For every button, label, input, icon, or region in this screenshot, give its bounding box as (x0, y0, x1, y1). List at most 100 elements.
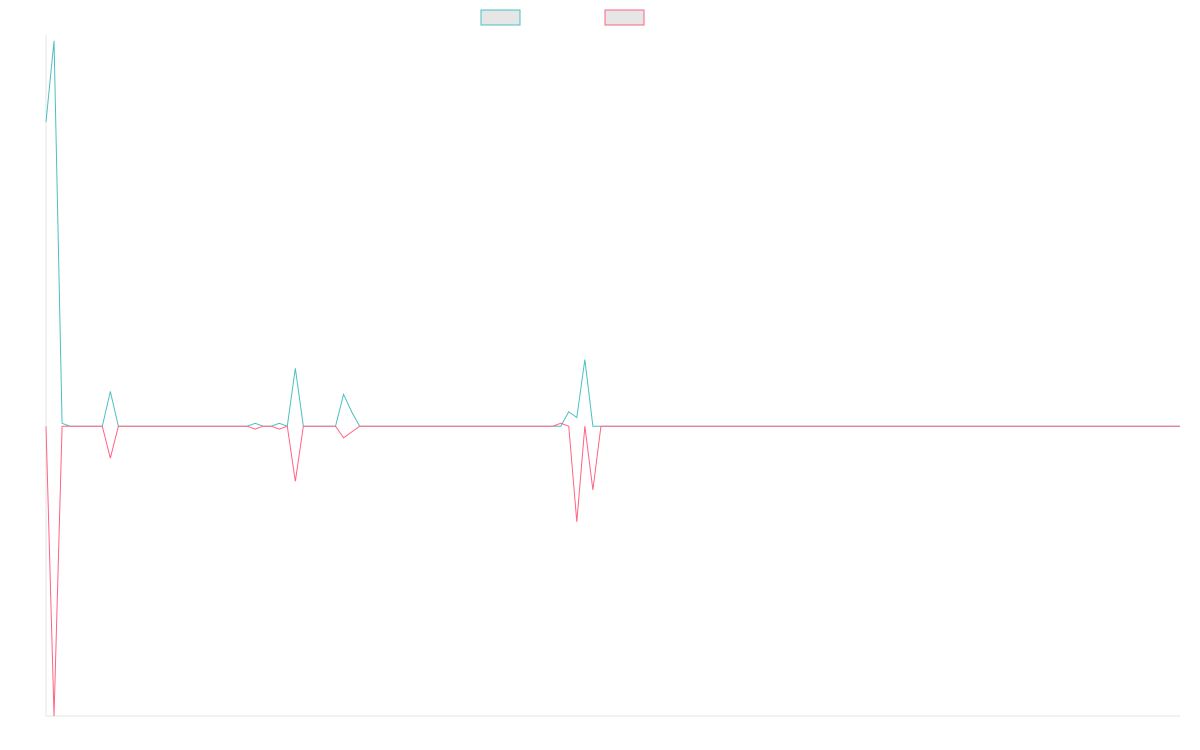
data-point[interactable] (228, 423, 234, 429)
data-point[interactable] (67, 423, 73, 429)
data-point[interactable] (244, 423, 250, 429)
data-point[interactable] (743, 423, 749, 429)
data-point[interactable] (1113, 423, 1119, 429)
data-point[interactable] (518, 423, 524, 429)
data-point[interactable] (349, 429, 355, 435)
data-point[interactable] (91, 423, 97, 429)
data-point[interactable] (115, 423, 121, 429)
data-point[interactable] (212, 423, 218, 429)
data-point[interactable] (236, 423, 242, 429)
data-point[interactable] (694, 423, 700, 429)
data-point[interactable] (670, 423, 676, 429)
data-point[interactable] (1105, 423, 1111, 429)
data-point[interactable] (421, 423, 427, 429)
data-point[interactable] (284, 423, 290, 429)
data-point[interactable] (429, 423, 435, 429)
data-point[interactable] (349, 409, 355, 415)
data-point[interactable] (896, 423, 902, 429)
data-point[interactable] (904, 423, 910, 429)
data-point[interactable] (534, 423, 540, 429)
data-point[interactable] (1153, 423, 1159, 429)
data-point[interactable] (341, 391, 347, 397)
data-point[interactable] (341, 435, 347, 441)
data-point[interactable] (437, 423, 443, 429)
data-point[interactable] (276, 426, 282, 432)
data-point[interactable] (783, 423, 789, 429)
data-point[interactable] (180, 423, 186, 429)
data-point[interactable] (839, 423, 845, 429)
data-point[interactable] (292, 365, 298, 371)
data-point[interactable] (389, 423, 395, 429)
data-point[interactable] (630, 423, 636, 429)
data-point[interactable] (558, 420, 564, 426)
data-point[interactable] (1129, 423, 1135, 429)
data-point[interactable] (1080, 423, 1086, 429)
data-point[interactable] (526, 423, 532, 429)
data-point[interactable] (662, 423, 668, 429)
data-point[interactable] (397, 423, 403, 429)
data-point[interactable] (59, 423, 65, 429)
data-point[interactable] (952, 423, 958, 429)
data-point[interactable] (976, 423, 982, 429)
data-point[interactable] (767, 423, 773, 429)
data-point[interactable] (702, 423, 708, 429)
data-point[interactable] (1177, 423, 1183, 429)
data-point[interactable] (711, 423, 717, 429)
data-point[interactable] (405, 423, 411, 429)
data-point[interactable] (968, 423, 974, 429)
data-point[interactable] (413, 423, 419, 429)
data-point[interactable] (1089, 423, 1095, 429)
data-point[interactable] (107, 388, 113, 394)
data-point[interactable] (469, 423, 475, 429)
data-point[interactable] (735, 423, 741, 429)
data-point[interactable] (984, 423, 990, 429)
data-point[interactable] (324, 423, 330, 429)
data-point[interactable] (1161, 423, 1167, 429)
data-point[interactable] (678, 423, 684, 429)
data-point[interactable] (131, 423, 137, 429)
data-point[interactable] (863, 423, 869, 429)
data-point[interactable] (51, 713, 57, 719)
data-point[interactable] (333, 423, 339, 429)
data-point[interactable] (1064, 423, 1070, 429)
data-point[interactable] (936, 423, 942, 429)
data-point[interactable] (501, 423, 507, 429)
data-point[interactable] (928, 423, 934, 429)
data-point[interactable] (791, 423, 797, 429)
data-point[interactable] (566, 409, 572, 415)
legend-item-1[interactable] (604, 9, 645, 26)
data-point[interactable] (308, 423, 314, 429)
data-point[interactable] (622, 423, 628, 429)
data-point[interactable] (43, 423, 49, 429)
data-point[interactable] (1097, 423, 1103, 429)
data-point[interactable] (196, 423, 202, 429)
data-point[interactable] (912, 423, 918, 429)
data-point[interactable] (654, 423, 660, 429)
data-point[interactable] (638, 423, 644, 429)
data-point[interactable] (188, 423, 194, 429)
data-point[interactable] (799, 423, 805, 429)
legend-swatch-1[interactable] (604, 9, 645, 26)
data-point[interactable] (960, 423, 966, 429)
data-point[interactable] (83, 423, 89, 429)
data-point[interactable] (855, 423, 861, 429)
data-point[interactable] (1145, 423, 1151, 429)
data-point[interactable] (268, 423, 274, 429)
data-point[interactable] (807, 423, 813, 429)
data-point[interactable] (357, 423, 363, 429)
data-point[interactable] (1016, 423, 1022, 429)
data-point[interactable] (847, 423, 853, 429)
data-point[interactable] (879, 423, 885, 429)
data-point[interactable] (1008, 423, 1014, 429)
data-point[interactable] (871, 423, 877, 429)
data-point[interactable] (260, 423, 266, 429)
data-point[interactable] (1040, 423, 1046, 429)
data-point[interactable] (445, 423, 451, 429)
data-point[interactable] (606, 423, 612, 429)
data-point[interactable] (550, 423, 556, 429)
data-point[interactable] (719, 423, 725, 429)
data-point[interactable] (1024, 423, 1030, 429)
data-point[interactable] (140, 423, 146, 429)
data-point[interactable] (477, 423, 483, 429)
data-point[interactable] (646, 423, 652, 429)
